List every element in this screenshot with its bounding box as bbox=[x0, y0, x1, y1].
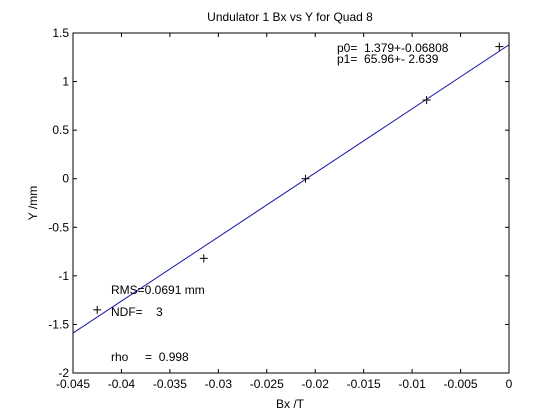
x-tick-label: -0.035 bbox=[153, 377, 187, 391]
p1-annotation: p1= 65.96+- 2.639 bbox=[337, 52, 439, 66]
x-tick-label: -0.045 bbox=[56, 377, 90, 391]
ndf-annotation: NDF= 3 bbox=[111, 305, 163, 319]
x-tick-label: -0.01 bbox=[398, 377, 426, 391]
x-tick-label: -0.02 bbox=[302, 377, 330, 391]
data-points bbox=[93, 42, 504, 314]
y-tick-label: 1 bbox=[62, 75, 69, 89]
data-point bbox=[301, 174, 310, 183]
y-tick-label: 0 bbox=[62, 172, 69, 186]
x-axis-label: Bx /T bbox=[276, 397, 305, 411]
x-axis: -0.045 -0.04 -0.035 -0.03 -0.025 -0.02 -0.015 -… bbox=[56, 33, 513, 391]
y-tick-label: -1.5 bbox=[48, 317, 69, 331]
chart-title: Undulator 1 Bx vs Y for Quad 8 bbox=[207, 10, 373, 24]
x-tick-label: -0.025 bbox=[250, 377, 284, 391]
x-tick-label: 0 bbox=[506, 377, 513, 391]
p0-annotation: p0= 1.379+-0.06808 bbox=[337, 41, 449, 55]
x-tick-label: -0.015 bbox=[347, 377, 381, 391]
y-tick-label: -0.5 bbox=[48, 220, 69, 234]
y-tick-label: 0.5 bbox=[52, 123, 69, 137]
y-tick-label: 1.5 bbox=[52, 26, 69, 40]
data-point bbox=[422, 96, 431, 105]
y-tick-label: -2 bbox=[58, 366, 69, 380]
plot-area bbox=[72, 32, 510, 374]
x-tick-label: -0.005 bbox=[444, 377, 478, 391]
y-axis-label: Y /mm bbox=[26, 186, 40, 220]
data-point bbox=[495, 42, 504, 51]
y-axis: -2 -1.5 -1 -0.5 0 0.5 1 1.5 bbox=[48, 26, 509, 380]
x-tick-label: -0.04 bbox=[108, 377, 136, 391]
data-point bbox=[199, 254, 208, 263]
y-tick-label: -1 bbox=[58, 269, 69, 283]
rms-annotation: RMS=0.0691 mm bbox=[111, 283, 205, 297]
x-tick-label: -0.03 bbox=[205, 377, 233, 391]
data-point bbox=[93, 305, 102, 314]
fit-line bbox=[72, 44, 510, 334]
rho-annotation: rho = 0.998 bbox=[111, 350, 189, 364]
